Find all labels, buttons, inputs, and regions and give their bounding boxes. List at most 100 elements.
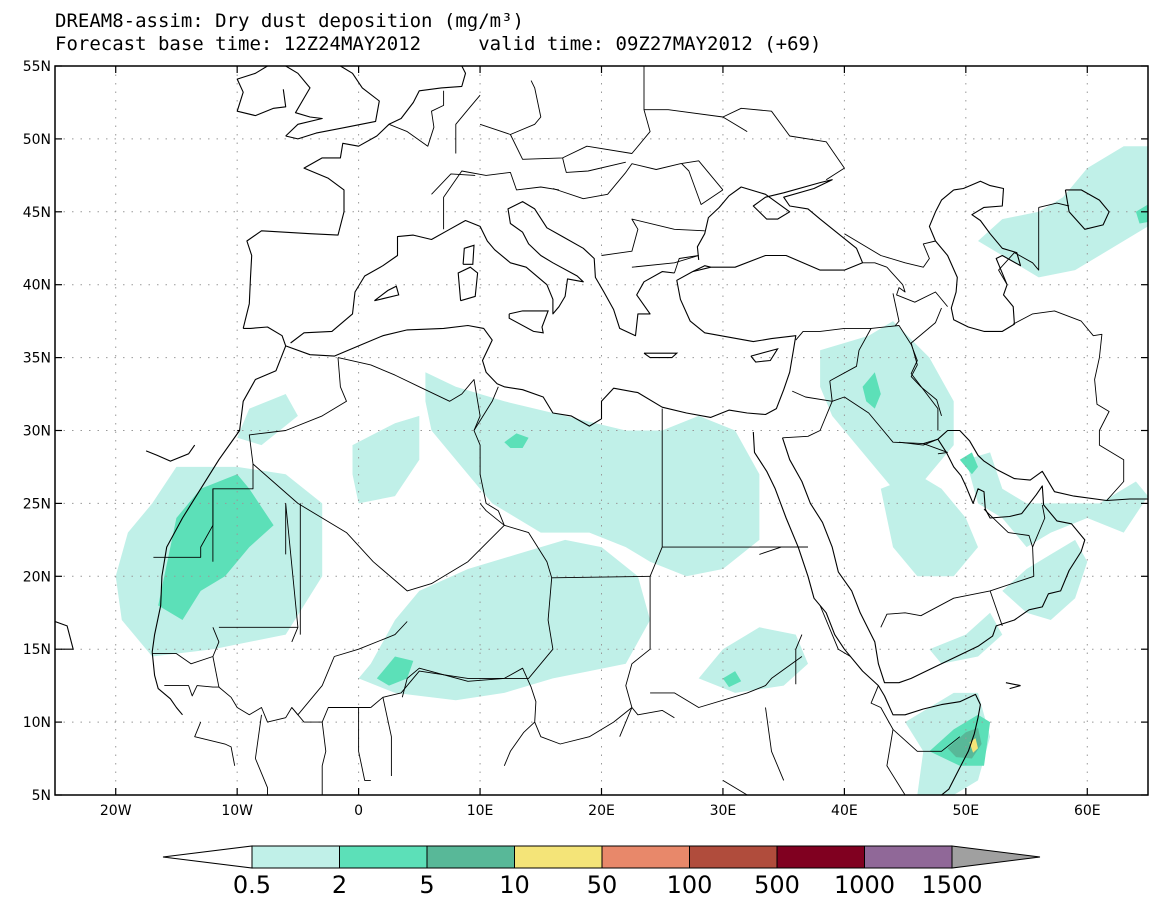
- lon-label: 10E: [467, 803, 494, 819]
- country-border: [252, 463, 554, 708]
- country-border: [792, 380, 833, 402]
- dust-area-level-1: [376, 656, 414, 686]
- island-outline: [55, 620, 74, 650]
- axis-ticks: [55, 65, 1148, 796]
- colorbar-legend: 0.5 2 5 10 50 100 500 1000 1500: [162, 845, 1041, 899]
- country-border: [644, 107, 845, 181]
- dust-area-level-0: [425, 372, 760, 577]
- country-border: [455, 94, 481, 154]
- latitude-labels: 55N 50N 45N 40N 35N 30N 25N 20N 15N 10N 5N: [23, 59, 51, 804]
- colorbar-segment: [251, 845, 340, 869]
- country-border: [382, 697, 392, 776]
- country-border: [321, 722, 327, 795]
- coastline: [696, 179, 864, 264]
- lat-label: 20N: [23, 569, 51, 585]
- country-border: [431, 173, 476, 195]
- country-border: [291, 627, 299, 643]
- coastline: [692, 265, 711, 273]
- island-outline: [457, 266, 479, 302]
- lat-label: 25N: [23, 496, 51, 512]
- colorbar-label: 100: [667, 871, 713, 899]
- dust-area-level-0: [978, 146, 1148, 278]
- country-border: [892, 293, 900, 326]
- dust-area-level-0: [820, 321, 954, 504]
- lon-label: 60E: [1074, 803, 1101, 819]
- country-border: [631, 707, 675, 719]
- country-border: [795, 327, 872, 382]
- coastline: [285, 254, 863, 427]
- country-border: [479, 503, 505, 526]
- country-border: [722, 116, 748, 132]
- country-border: [601, 218, 705, 256]
- country-border: [401, 667, 537, 766]
- country-border: [212, 656, 220, 688]
- dust-area-level-1: [862, 372, 881, 409]
- coastline: [752, 431, 981, 795]
- island-outline: [1005, 682, 1021, 690]
- colorbar-segment: [776, 845, 865, 869]
- country-border: [254, 714, 268, 795]
- colorbar-label: 500: [754, 871, 800, 899]
- country-border: [862, 262, 888, 268]
- country-borders-layer: [152, 66, 1125, 795]
- country-border: [473, 386, 499, 431]
- country-border: [870, 685, 881, 708]
- country-border: [650, 656, 803, 708]
- lat-label: 15N: [23, 642, 51, 658]
- country-border: [152, 627, 220, 665]
- coastline: [1064, 189, 1110, 230]
- country-border: [910, 307, 942, 417]
- dust-deposition-layer: [115, 146, 1148, 795]
- lon-label: 50E: [952, 803, 979, 819]
- country-border: [534, 707, 633, 745]
- lon-label: 40E: [831, 803, 858, 819]
- colorbar-segment: [514, 845, 603, 869]
- dust-area-level-0: [929, 612, 1003, 664]
- colorbar-segment: [426, 845, 515, 869]
- country-border: [443, 170, 560, 230]
- lon-label: 10W: [221, 803, 253, 819]
- country-border: [886, 729, 906, 795]
- dust-area-level-0: [1002, 539, 1088, 620]
- coastlines-layer: [55, 66, 1148, 795]
- dust-area-level-0: [352, 415, 420, 504]
- country-border: [562, 157, 626, 173]
- coastline: [242, 66, 467, 329]
- dust-area-level-1: [1135, 204, 1148, 224]
- island-outline: [643, 352, 679, 359]
- country-border: [819, 605, 851, 657]
- lat-label: 45N: [23, 205, 51, 221]
- lon-label: 0: [354, 803, 363, 819]
- colorbar-label: 2: [332, 871, 347, 899]
- country-border: [759, 546, 782, 555]
- country-border: [673, 255, 699, 274]
- country-border: [291, 621, 408, 716]
- country-border: [989, 590, 1003, 627]
- island-outline: [750, 348, 779, 363]
- country-border: [552, 160, 724, 200]
- coastline: [236, 66, 287, 117]
- country-border: [479, 80, 542, 135]
- country-border: [388, 90, 445, 147]
- country-border: [782, 396, 939, 445]
- country-border: [795, 634, 803, 685]
- forecast-time-subtitle: Forecast base time: 12Z24MAY2012 valid t…: [55, 33, 822, 55]
- country-border: [248, 357, 347, 465]
- country-border: [722, 780, 748, 795]
- country-border: [619, 576, 651, 737]
- country-border: [509, 66, 651, 160]
- country-border: [681, 163, 724, 205]
- dust-area-level-1: [504, 433, 529, 448]
- lat-label: 40N: [23, 278, 51, 294]
- island-outline: [508, 310, 549, 334]
- country-border: [551, 575, 651, 579]
- colorbar-label: 1500: [921, 871, 982, 899]
- colorbar-label: 10: [499, 871, 530, 899]
- country-border: [1032, 504, 1046, 548]
- country-border: [194, 721, 236, 766]
- dust-area-level-0: [237, 394, 298, 446]
- island-outline: [145, 444, 196, 462]
- country-border: [765, 707, 785, 781]
- coastline: [151, 345, 287, 653]
